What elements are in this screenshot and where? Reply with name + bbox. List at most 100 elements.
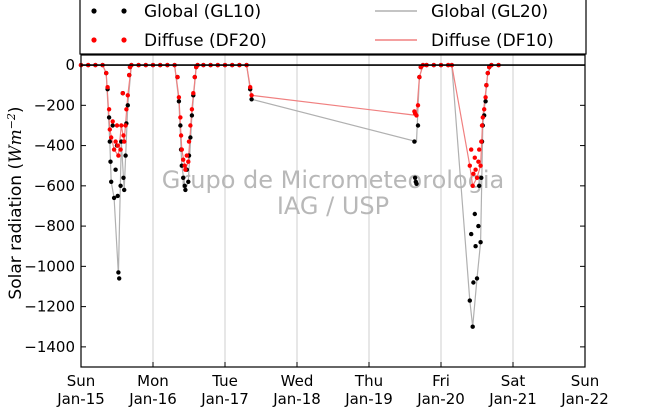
data-point [191, 91, 196, 96]
data-point [113, 139, 118, 144]
data-point [186, 139, 192, 144]
data-point [125, 103, 130, 108]
data-point [178, 133, 184, 138]
data-point [178, 123, 183, 128]
data-point [109, 135, 114, 140]
legend-marker [121, 8, 127, 14]
legend-marker [121, 37, 127, 43]
data-point [115, 193, 120, 199]
y-tick-label: −1000 [24, 257, 75, 275]
data-point [109, 179, 114, 184]
data-point [125, 93, 130, 98]
x-tick-date-label: Jan-18 [272, 390, 321, 408]
legend-label: Global (GL20) [431, 2, 548, 22]
data-point [116, 270, 121, 275]
data-point [473, 244, 478, 249]
data-point [124, 107, 129, 112]
data-point [476, 223, 481, 229]
legend-label: Diffuse (DF10) [431, 31, 554, 51]
watermark-line-2: IAG / USP [277, 192, 389, 220]
data-point [469, 231, 474, 237]
data-point [116, 153, 121, 158]
legend-marker [91, 8, 97, 14]
data-point [127, 72, 132, 78]
data-point [121, 133, 126, 138]
data-point [474, 175, 480, 180]
data-point [176, 95, 182, 100]
data-point [122, 187, 127, 193]
data-point [118, 183, 123, 188]
data-point [181, 175, 186, 180]
x-tick-day-label: Fri [432, 372, 450, 390]
data-point [477, 147, 482, 152]
data-point [415, 123, 421, 128]
watermark-line-1: Grupo de Micrometeorologia [162, 166, 504, 194]
data-point [111, 195, 117, 201]
y-tick-label: −1200 [24, 298, 75, 316]
data-point [108, 159, 113, 164]
data-point [107, 127, 113, 132]
data-point [120, 91, 126, 96]
x-tick-day-label: Mon [137, 372, 169, 390]
data-point [483, 95, 488, 100]
data-point [184, 153, 189, 158]
data-point [484, 83, 489, 88]
data-point [122, 139, 127, 144]
data-point [111, 147, 117, 152]
data-point [106, 115, 112, 120]
data-point [471, 280, 476, 285]
data-point [478, 163, 483, 168]
legend-label: Diffuse (DF20) [144, 31, 267, 51]
data-point [249, 93, 254, 98]
data-point [121, 175, 126, 180]
data-point [189, 107, 195, 112]
x-tick-day-label: Sun [67, 372, 96, 390]
data-point [114, 123, 120, 128]
x-tick-day-label: Thu [354, 372, 383, 390]
y-axis-ticks: 0 −200 −400 −600 −800 −1000 −1200 −1400 [24, 56, 585, 356]
vertical-gridlines [152, 55, 514, 367]
legend-box [79, 0, 587, 55]
x-tick-day-label: Sun [571, 372, 600, 390]
data-point [472, 155, 477, 160]
data-point [479, 139, 484, 144]
data-point [113, 167, 118, 172]
data-point [192, 74, 197, 80]
data-point [123, 123, 128, 128]
data-point [470, 183, 475, 188]
plot-frame [80, 54, 586, 368]
data-point [477, 183, 482, 188]
data-point [106, 107, 112, 112]
data-point [107, 139, 113, 144]
data-point [181, 157, 186, 162]
data-point [110, 119, 115, 124]
data-point [476, 159, 481, 164]
x-tick-date-label: Jan-19 [344, 390, 393, 408]
data-point [249, 97, 254, 102]
y-tick-label: −400 [34, 137, 75, 155]
data-point [183, 167, 188, 172]
x-tick-date-label: Jan-22 [560, 390, 609, 408]
data-point [415, 103, 421, 108]
data-point [417, 74, 422, 80]
legend: Global (GL10) Diffuse (DF20) Global (GL20)… [79, 0, 587, 55]
data-point [412, 175, 418, 180]
data-point [188, 123, 193, 128]
data-point [472, 211, 477, 217]
data-point [480, 115, 485, 120]
x-tick-day-label: Sat [501, 372, 526, 390]
x-tick-date-label: Jan-21 [488, 390, 537, 408]
data-point [412, 139, 417, 144]
data-point [110, 123, 115, 128]
data-point [188, 135, 193, 140]
data-point [186, 179, 191, 184]
data-point [183, 187, 188, 193]
data-point [104, 70, 109, 76]
data-point [467, 298, 472, 303]
x-tick-date-label: Jan-16 [128, 390, 177, 408]
data-point [469, 147, 474, 152]
x-tick-day-label: Tue [211, 372, 238, 390]
data-point [117, 276, 122, 281]
data-point [485, 70, 490, 76]
